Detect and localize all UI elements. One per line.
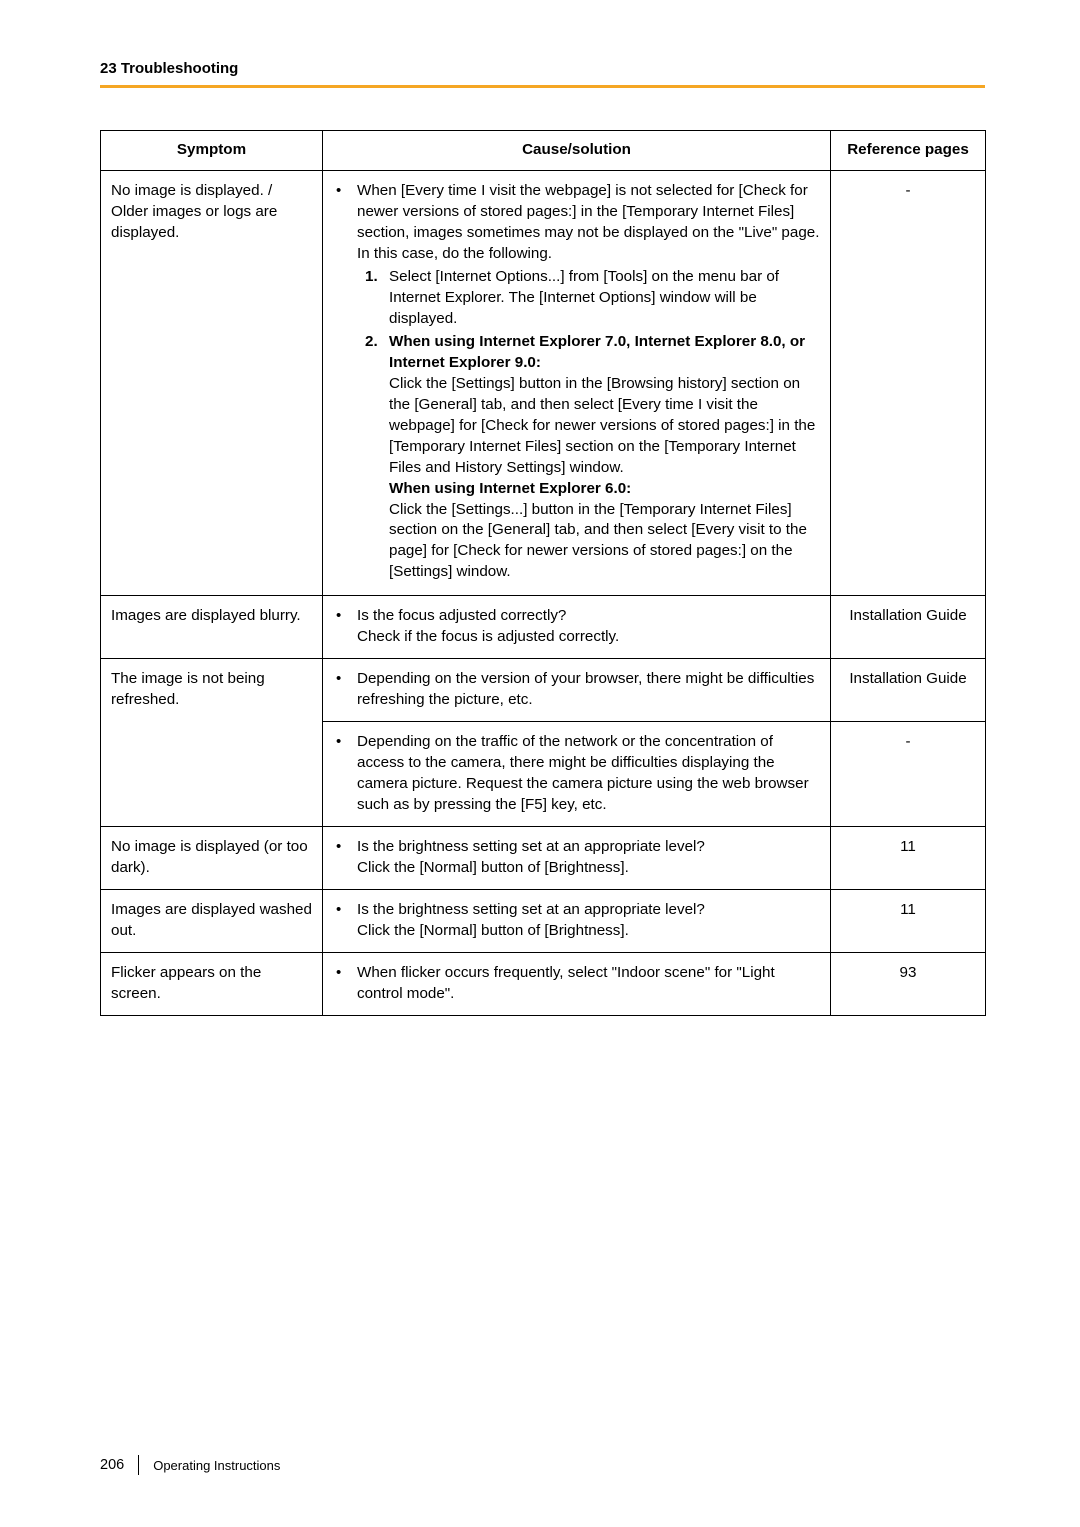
symptom-cell: No image is displayed (or too dark). bbox=[101, 827, 323, 890]
table-row: Images are displayed washed out. Is the … bbox=[101, 890, 986, 953]
bullet-item: Depending on the traffic of the network … bbox=[333, 732, 820, 816]
step-text: Select [Internet Options...] from [Tools… bbox=[389, 268, 779, 327]
numbered-step: 1. Select [Internet Options...] from [To… bbox=[365, 267, 820, 330]
table-header-row: Symptom Cause/solution Reference pages bbox=[101, 131, 986, 171]
symptom-cell: Images are displayed blurry. bbox=[101, 596, 323, 659]
col-header-reference: Reference pages bbox=[831, 131, 986, 171]
cause-cell: When flicker occurs frequently, select "… bbox=[323, 953, 831, 1016]
page-number: 206 bbox=[100, 1457, 124, 1473]
symptom-cell: The image is not being refreshed. bbox=[101, 659, 323, 827]
step-bold-heading: When using Internet Explorer 7.0, Intern… bbox=[389, 333, 805, 371]
accent-rule bbox=[100, 85, 985, 88]
bullet-text: When [Every time I visit the webpage] is… bbox=[357, 182, 819, 262]
cause-cell: Is the brightness setting set at an appr… bbox=[323, 890, 831, 953]
reference-cell: - bbox=[831, 170, 986, 595]
col-header-cause: Cause/solution bbox=[323, 131, 831, 171]
bullet-text-line2: Click the [Normal] button of [Brightness… bbox=[357, 859, 629, 876]
symptom-cell: Flicker appears on the screen. bbox=[101, 953, 323, 1016]
reference-cell: Installation Guide bbox=[831, 596, 986, 659]
step-number: 2. bbox=[365, 332, 378, 353]
table-row: Flicker appears on the screen. When flic… bbox=[101, 953, 986, 1016]
bullet-text: Is the focus adjusted correctly? bbox=[357, 607, 566, 624]
cause-cell: Is the focus adjusted correctly? Check i… bbox=[323, 596, 831, 659]
reference-cell: 11 bbox=[831, 827, 986, 890]
section-header: 23 Troubleshooting bbox=[100, 60, 985, 77]
page-footer: 206 Operating Instructions bbox=[100, 1455, 280, 1475]
cause-cell: Is the brightness setting set at an appr… bbox=[323, 827, 831, 890]
bullet-item: Is the focus adjusted correctly? Check i… bbox=[333, 606, 820, 648]
bullet-item: Is the brightness setting set at an appr… bbox=[333, 837, 820, 879]
troubleshooting-table: Symptom Cause/solution Reference pages N… bbox=[100, 130, 986, 1016]
bullet-text: When flicker occurs frequently, select "… bbox=[357, 964, 775, 1002]
bullet-item: Is the brightness setting set at an appr… bbox=[333, 900, 820, 942]
bullet-text: Is the brightness setting set at an appr… bbox=[357, 901, 705, 918]
table-row: No image is displayed. / Older images or… bbox=[101, 170, 986, 595]
step-body: Click the [Settings] button in the [Brow… bbox=[389, 375, 815, 476]
bullet-text-line2: Click the [Normal] button of [Brightness… bbox=[357, 922, 629, 939]
cause-cell: Depending on the version of your browser… bbox=[323, 659, 831, 722]
bullet-text: Depending on the version of your browser… bbox=[357, 670, 814, 708]
bullet-text-line2: Check if the focus is adjusted correctly… bbox=[357, 628, 619, 645]
table-row: The image is not being refreshed. Depend… bbox=[101, 659, 986, 722]
page-content: 23 Troubleshooting Symptom Cause/solutio… bbox=[0, 0, 1080, 1016]
bullet-text: Is the brightness setting set at an appr… bbox=[357, 838, 705, 855]
reference-cell: Installation Guide bbox=[831, 659, 986, 722]
bullet-text: Depending on the traffic of the network … bbox=[357, 733, 809, 813]
numbered-step: 2. When using Internet Explorer 7.0, Int… bbox=[365, 332, 820, 584]
cause-cell: Depending on the traffic of the network … bbox=[323, 722, 831, 827]
symptom-cell: Images are displayed washed out. bbox=[101, 890, 323, 953]
bullet-item: When flicker occurs frequently, select "… bbox=[333, 963, 820, 1005]
doc-label: Operating Instructions bbox=[153, 1458, 280, 1473]
reference-cell: - bbox=[831, 722, 986, 827]
reference-cell: 93 bbox=[831, 953, 986, 1016]
bullet-item: When [Every time I visit the webpage] is… bbox=[333, 181, 820, 583]
step-number: 1. bbox=[365, 267, 378, 288]
col-header-symptom: Symptom bbox=[101, 131, 323, 171]
table-row: No image is displayed (or too dark). Is … bbox=[101, 827, 986, 890]
symptom-cell: No image is displayed. / Older images or… bbox=[101, 170, 323, 595]
bullet-item: Depending on the version of your browser… bbox=[333, 669, 820, 711]
cause-cell: When [Every time I visit the webpage] is… bbox=[323, 170, 831, 595]
table-row: Images are displayed blurry. Is the focu… bbox=[101, 596, 986, 659]
reference-cell: 11 bbox=[831, 890, 986, 953]
footer-divider bbox=[138, 1455, 139, 1475]
step-body: Click the [Settings...] button in the [T… bbox=[389, 501, 807, 581]
step-bold-heading: When using Internet Explorer 6.0: bbox=[389, 480, 631, 497]
